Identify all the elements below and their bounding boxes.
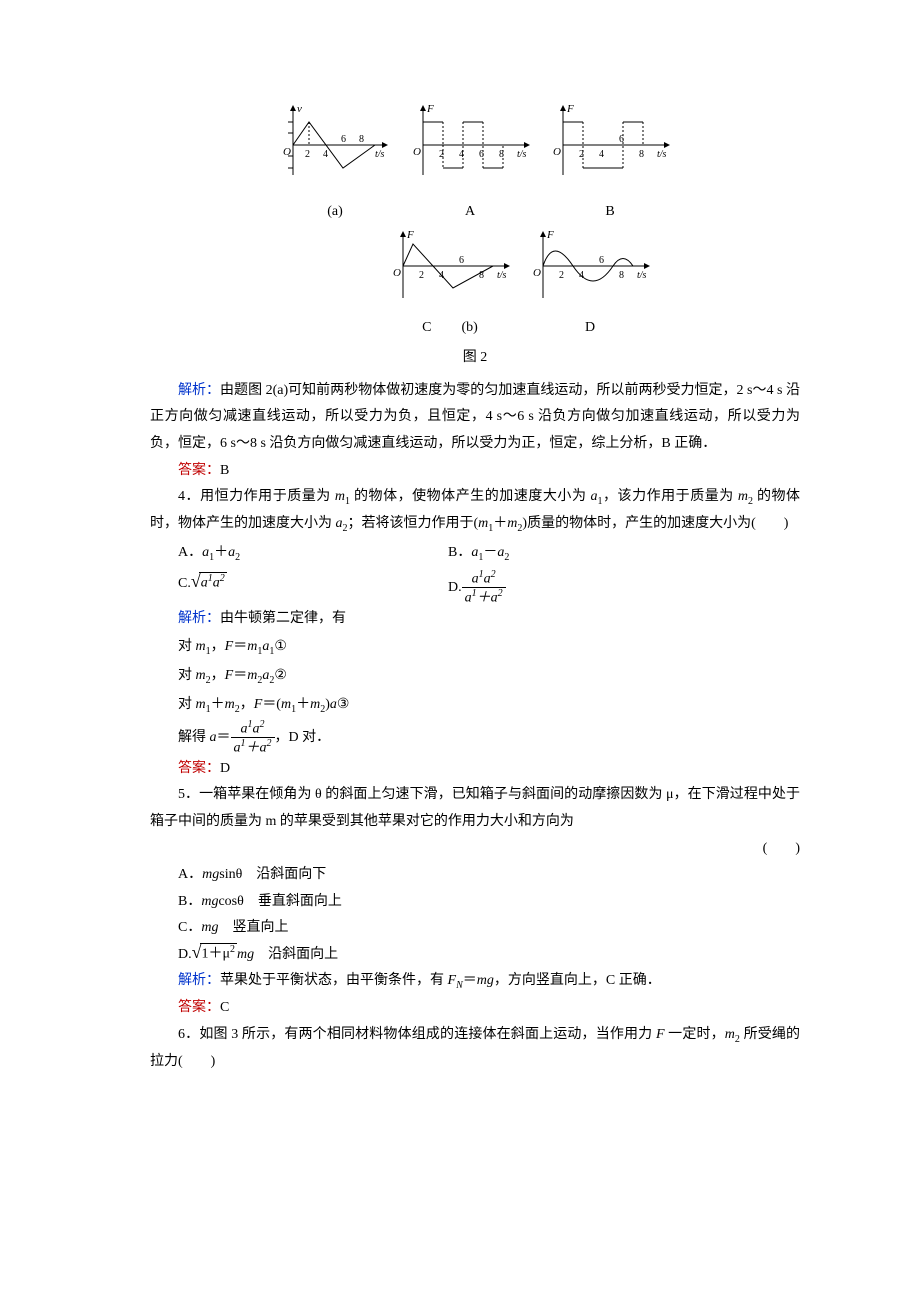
svg-text:t/s: t/s xyxy=(657,149,667,160)
graph-D: F O t/s 2 4 6 8 xyxy=(525,226,655,311)
q4-optB: B．a1－a2 xyxy=(448,538,800,569)
document-page: v O t/s 2 4 6 8 (a) xyxy=(0,0,920,1302)
q5-optC: C．mg 竖直向上 xyxy=(178,915,800,942)
panel-A: F O t/s 2 4 6 8 xyxy=(405,100,535,226)
svg-text:O: O xyxy=(393,267,401,279)
q5-optA: A．mgsinθ 沿斜面向下 xyxy=(178,862,800,889)
figure-2: v O t/s 2 4 6 8 (a) xyxy=(265,100,685,372)
panel-B: F O t/s 2 4 6 8 B xyxy=(545,100,675,226)
svg-text:O: O xyxy=(413,146,421,158)
svg-text:6: 6 xyxy=(459,255,464,266)
graph-vt: v O t/s 2 4 6 8 xyxy=(275,100,395,195)
svg-text:2: 2 xyxy=(559,270,564,281)
q4-answer: 答案：D xyxy=(150,756,800,783)
svg-text:6: 6 xyxy=(341,134,346,145)
svg-text:4: 4 xyxy=(323,149,328,160)
q4-opts-row2: C.√a1a2 D.a1a2a1＋a2 xyxy=(178,569,800,606)
figure-main-caption: 图 2 xyxy=(265,345,685,372)
answer-label: 答案： xyxy=(178,463,220,478)
graph-A: F O t/s 2 4 6 8 xyxy=(405,100,535,195)
analysis-label: 解析： xyxy=(178,383,220,398)
svg-text:t/s: t/s xyxy=(517,149,527,160)
svg-text:t/s: t/s xyxy=(375,149,385,160)
q3-analysis: 解析：由题图 2(a)可知前两秒物体做初速度为零的匀加速直线运动，所以前两秒受力… xyxy=(150,378,800,458)
svg-text:t/s: t/s xyxy=(637,270,647,281)
svg-text:F: F xyxy=(546,229,554,241)
q5-optD: D.√1＋μ2mg 沿斜面向上 xyxy=(178,942,800,969)
q3-answer: 答案：B xyxy=(150,458,800,485)
svg-text:2: 2 xyxy=(305,149,310,160)
q3-analysis-text: 由题图 2(a)可知前两秒物体做初速度为零的匀加速直线运动，所以前两秒受力恒定，… xyxy=(150,383,800,451)
q4-optA: A．a1＋a2 xyxy=(178,538,448,569)
svg-text:8: 8 xyxy=(619,270,624,281)
q5-stem: 5．一箱苹果在倾角为 θ 的斜面上匀速下滑，已知箱子与斜面间的动摩擦因数为 μ，… xyxy=(150,782,800,835)
q5-answer: 答案：C xyxy=(150,995,800,1022)
caption-a: (a) xyxy=(275,199,395,226)
caption-B: B xyxy=(545,199,675,226)
svg-text:v: v xyxy=(297,103,302,115)
figure-row-2: F O t/s 2 4 6 8 C (b) xyxy=(355,226,685,342)
figure-row-1: v O t/s 2 4 6 8 (a) xyxy=(265,100,685,226)
caption-D: D xyxy=(525,315,655,342)
svg-text:8: 8 xyxy=(639,149,644,160)
graph-C: F O t/s 2 4 6 8 xyxy=(385,226,515,311)
q4-opts-row1: A．a1＋a2 B．a1－a2 xyxy=(178,538,800,569)
svg-text:F: F xyxy=(566,103,574,115)
panel-a: v O t/s 2 4 6 8 (a) xyxy=(275,100,395,226)
svg-text:O: O xyxy=(533,267,541,279)
q4-optC: C.√a1a2 xyxy=(178,569,448,606)
graph-B: F O t/s 2 4 6 8 xyxy=(545,100,675,195)
q6-stem: 6．如图 3 所示，有两个相同材料物体组成的连接体在斜面上运动，当作用力 F 一… xyxy=(150,1022,800,1075)
svg-text:4: 4 xyxy=(599,149,604,160)
svg-text:O: O xyxy=(553,146,561,158)
panel-D: F O t/s 2 4 6 8 D xyxy=(525,226,655,342)
caption-A: A xyxy=(405,199,535,226)
q4-analysis-l0: 解析：由牛顿第二定律，有 xyxy=(178,606,800,633)
q4-optD: D.a1a2a1＋a2 xyxy=(448,569,800,606)
q3-answer-text: B xyxy=(220,463,229,478)
q4-analysis-l2: 对 m2，F＝m2a2② xyxy=(178,661,800,690)
caption-b: (b) xyxy=(462,315,478,342)
q4-analysis-l4: 解得 a＝a1a2a1＋a2，D 对． xyxy=(178,719,800,756)
q4-stem: 4．用恒力作用于质量为 m1 的物体，使物体产生的加速度大小为 a1，该力作用于… xyxy=(150,484,800,538)
svg-text:F: F xyxy=(406,229,414,241)
svg-text:6: 6 xyxy=(599,255,604,266)
q4-analysis-l1: 对 m1，F＝m1a1① xyxy=(178,632,800,661)
q5-analysis: 解析：苹果处于平衡状态，由平衡条件，有 FN＝mg，方向竖直向上，C 正确． xyxy=(150,968,800,995)
svg-text:8: 8 xyxy=(359,134,364,145)
svg-text:2: 2 xyxy=(419,270,424,281)
q4-analysis-l3: 对 m1＋m2，F＝(m1＋m2)a③ xyxy=(178,690,800,719)
q5-optB: B．mgcosθ 垂直斜面向上 xyxy=(178,889,800,916)
caption-C: C xyxy=(422,315,431,342)
svg-text:t/s: t/s xyxy=(497,270,507,281)
svg-text:F: F xyxy=(426,103,434,115)
panel-C: F O t/s 2 4 6 8 C (b) xyxy=(385,226,515,342)
